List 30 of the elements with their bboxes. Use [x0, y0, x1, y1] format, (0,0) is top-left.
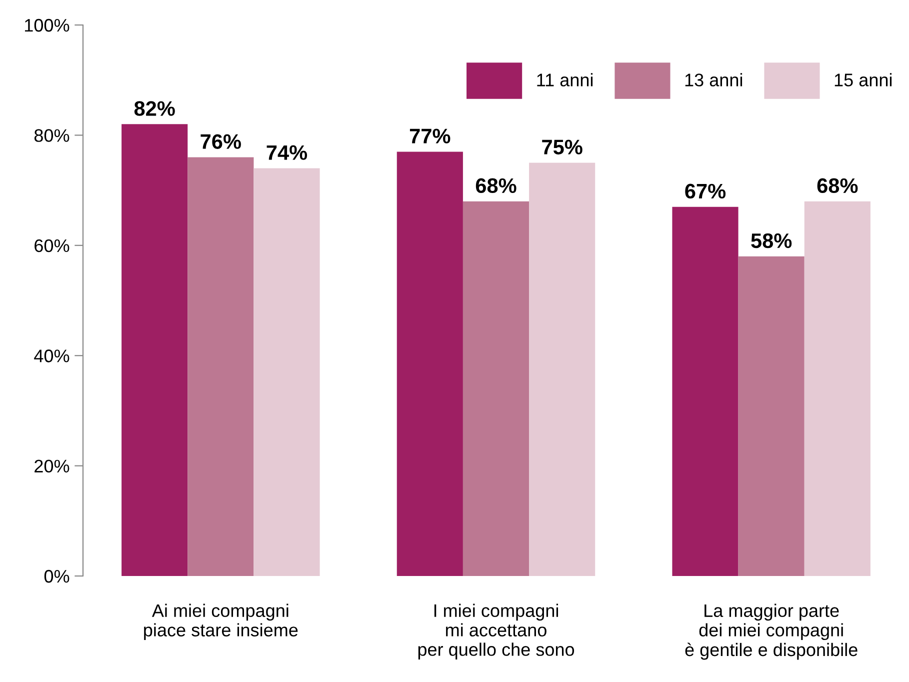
bar	[462, 201, 530, 576]
x-tick-label: Ai miei compagni piace stare insieme	[144, 604, 298, 640]
data-label: 74%	[266, 145, 308, 160]
bar	[529, 162, 596, 576]
legend-label: 13 anni	[685, 73, 742, 86]
data-label: 67%	[685, 184, 726, 199]
y-tick-label: 100%	[25, 18, 70, 32]
bar	[804, 201, 870, 576]
bar	[672, 206, 738, 576]
y-tick-label: 20%	[34, 460, 70, 473]
legend-label: 11 anni	[537, 73, 593, 86]
y-tick-label: 0%	[44, 570, 70, 583]
y-tick-label: 60%	[34, 239, 70, 252]
x-tick-label: La maggior parte dei miei compagni è gentile e disponibile	[685, 604, 858, 660]
legend-label: 15 anni	[834, 73, 892, 86]
data-label: 58%	[751, 233, 792, 248]
bar	[396, 152, 463, 576]
y-tick-label: 80%	[34, 129, 70, 142]
x-tick-label: I miei compagni mi accettano per quello che sono	[418, 604, 574, 660]
data-label: 68%	[817, 178, 858, 194]
bar	[188, 157, 254, 576]
bar	[254, 168, 320, 576]
data-label: 76%	[200, 134, 241, 149]
bar	[122, 124, 188, 576]
data-label: 77%	[410, 128, 450, 144]
data-label: 75%	[542, 140, 582, 154]
data-label: 68%	[476, 178, 516, 194]
y-tick-label: 40%	[34, 350, 70, 362]
data-label: 82%	[134, 101, 175, 116]
bar	[738, 256, 804, 576]
